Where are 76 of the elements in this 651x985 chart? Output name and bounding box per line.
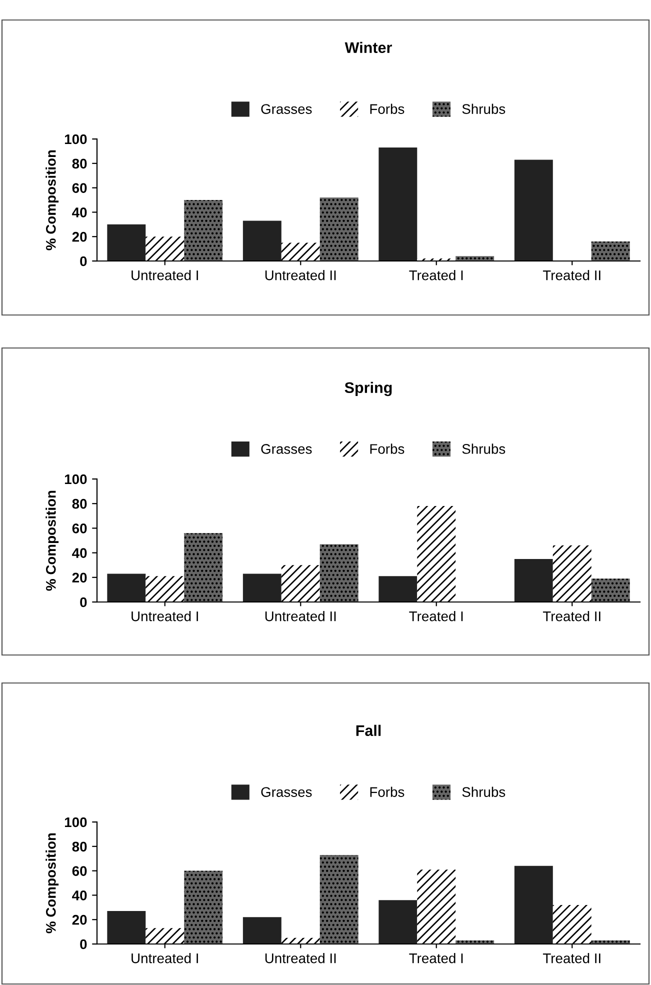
chart-title: Winter (344, 42, 392, 54)
legend-label: Shrubs (462, 104, 506, 114)
y-tick-label: 80 (72, 842, 87, 852)
bar (184, 200, 223, 261)
y-tick-label: 40 (72, 548, 87, 558)
x-tick-label: Untreated II (265, 611, 336, 622)
legend-label: Shrubs (462, 786, 506, 797)
y-axis-title: % Composition (46, 150, 59, 250)
bar (146, 236, 184, 261)
y-tick-label: 0 (80, 256, 87, 266)
bar (107, 574, 146, 602)
legend-label: Forbs (370, 444, 404, 454)
y-tick-label: 100 (64, 474, 87, 484)
bar (320, 854, 358, 944)
x-tick-label: Untreated I (132, 953, 198, 964)
legend-label: Shrubs (462, 444, 506, 454)
y-tick-label: 60 (72, 524, 87, 534)
y-tick-label: 0 (80, 597, 87, 608)
bar (591, 578, 630, 602)
bar (417, 506, 456, 602)
bar (378, 576, 418, 602)
bar (456, 256, 494, 261)
bar (107, 911, 146, 944)
bar (184, 870, 223, 944)
legend-label: Grasses (261, 787, 312, 797)
x-tick-label: Treated I (409, 953, 463, 964)
bar (378, 148, 418, 261)
bar (378, 900, 418, 944)
x-tick-label: Treated II (542, 953, 600, 964)
bar (591, 241, 630, 261)
y-tick-label: 0 (80, 939, 87, 950)
bar (514, 558, 553, 602)
x-tick-label: Untreated II (265, 953, 336, 964)
x-tick-label: Untreated II (265, 270, 336, 280)
y-tick-label: 40 (72, 208, 87, 218)
y-tick-label: 100 (64, 134, 87, 144)
legend-label: Grasses (261, 444, 312, 454)
bar (281, 938, 320, 944)
bar (242, 574, 282, 602)
bar (107, 224, 146, 261)
y-tick-label: 20 (72, 572, 87, 583)
bar (281, 242, 320, 261)
x-tick-label: Treated II (542, 270, 600, 280)
x-tick-label: Treated I (409, 611, 463, 622)
legend-label: Forbs (370, 104, 404, 114)
bar (146, 928, 184, 944)
bar (184, 533, 223, 602)
y-tick-label: 20 (72, 914, 87, 925)
bar (552, 545, 592, 602)
y-tick-label: 80 (72, 498, 87, 509)
y-axis-title: % Composition (46, 833, 59, 934)
x-tick-label: Treated I (409, 270, 463, 280)
bar (552, 904, 592, 944)
y-axis-title: % Composition (46, 490, 59, 591)
y-tick-label: 60 (72, 866, 87, 876)
y-tick-label: 20 (72, 232, 87, 242)
bar (320, 544, 358, 602)
x-tick-label: Untreated I (132, 270, 198, 280)
chart-title: Fall (356, 724, 381, 736)
bar (514, 160, 553, 261)
chart-title: Spring (344, 382, 392, 396)
bar (146, 576, 184, 602)
bar (514, 866, 553, 944)
bar (320, 198, 358, 261)
y-tick-label: 100 (64, 817, 87, 828)
bar (242, 917, 282, 944)
y-tick-label: 80 (72, 158, 87, 169)
y-tick-label: 40 (72, 890, 87, 900)
legend-label: Forbs (370, 786, 404, 797)
bar (417, 870, 456, 944)
x-tick-label: Treated II (542, 611, 600, 622)
bar (281, 565, 320, 602)
y-tick-label: 60 (72, 183, 87, 193)
legend-label: Grasses (261, 104, 312, 114)
x-tick-label: Untreated I (132, 611, 198, 622)
bar (242, 220, 282, 261)
